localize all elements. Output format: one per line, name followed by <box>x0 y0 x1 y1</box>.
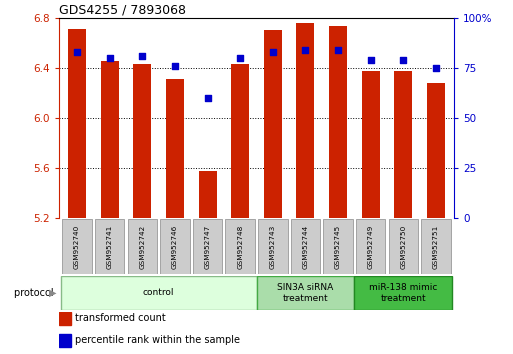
FancyBboxPatch shape <box>193 219 222 274</box>
Text: GSM952751: GSM952751 <box>433 225 439 269</box>
FancyBboxPatch shape <box>354 276 452 310</box>
Bar <box>264 30 282 218</box>
Text: percentile rank within the sample: percentile rank within the sample <box>75 335 240 346</box>
Text: GSM952749: GSM952749 <box>368 225 374 269</box>
Bar <box>59 312 71 325</box>
Point <box>106 55 114 61</box>
Text: GSM952742: GSM952742 <box>139 225 145 269</box>
Bar <box>59 333 71 347</box>
Text: GSM952744: GSM952744 <box>303 225 308 269</box>
Point <box>73 49 81 55</box>
Bar <box>101 62 119 218</box>
FancyBboxPatch shape <box>160 219 190 274</box>
Bar <box>362 72 380 218</box>
Point <box>204 95 212 101</box>
FancyBboxPatch shape <box>61 276 256 310</box>
Text: transformed count: transformed count <box>75 313 166 323</box>
Bar <box>427 83 445 218</box>
Point <box>399 57 407 63</box>
Text: GDS4255 / 7893068: GDS4255 / 7893068 <box>59 4 186 17</box>
FancyBboxPatch shape <box>356 219 385 274</box>
FancyBboxPatch shape <box>421 219 451 274</box>
Bar <box>199 171 216 218</box>
Point <box>236 55 244 61</box>
FancyBboxPatch shape <box>95 219 124 274</box>
FancyBboxPatch shape <box>62 219 92 274</box>
Text: GSM952743: GSM952743 <box>270 225 276 269</box>
Text: protocol: protocol <box>14 288 56 298</box>
Text: ▶: ▶ <box>49 288 56 298</box>
Point <box>138 53 146 58</box>
FancyBboxPatch shape <box>128 219 157 274</box>
Bar <box>394 72 412 218</box>
Text: GSM952745: GSM952745 <box>335 225 341 269</box>
Bar <box>297 23 314 218</box>
Text: control: control <box>143 289 174 297</box>
Text: GSM952747: GSM952747 <box>205 225 210 269</box>
Bar <box>231 64 249 218</box>
Text: GSM952741: GSM952741 <box>107 225 112 269</box>
FancyBboxPatch shape <box>226 219 255 274</box>
Text: GSM952750: GSM952750 <box>401 225 406 269</box>
FancyBboxPatch shape <box>258 219 287 274</box>
Bar <box>68 29 86 218</box>
Text: GSM952740: GSM952740 <box>74 225 80 269</box>
Text: miR-138 mimic
treatment: miR-138 mimic treatment <box>369 283 438 303</box>
FancyBboxPatch shape <box>323 219 353 274</box>
FancyBboxPatch shape <box>256 276 354 310</box>
Point <box>334 47 342 52</box>
Bar <box>166 79 184 218</box>
Bar <box>329 27 347 218</box>
FancyBboxPatch shape <box>291 219 320 274</box>
Point <box>301 47 309 52</box>
Bar <box>133 64 151 218</box>
Point <box>432 65 440 70</box>
Point <box>367 57 375 63</box>
FancyBboxPatch shape <box>389 219 418 274</box>
Text: SIN3A siRNA
treatment: SIN3A siRNA treatment <box>278 283 333 303</box>
Text: GSM952748: GSM952748 <box>237 225 243 269</box>
Point <box>171 63 179 69</box>
Point <box>269 49 277 55</box>
Text: GSM952746: GSM952746 <box>172 225 178 269</box>
